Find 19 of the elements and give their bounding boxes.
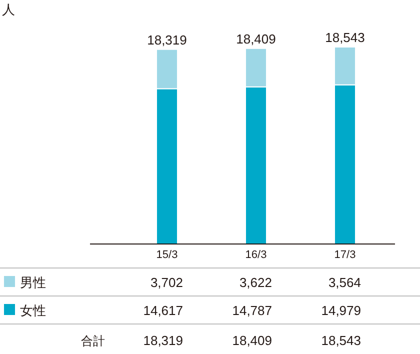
x-tick-label: 17/3 [334, 249, 356, 261]
x-tick-label: 16/3 [245, 249, 267, 261]
data-label: 14,617 [143, 303, 183, 318]
legend-label: 女性 [20, 303, 46, 318]
total-label: 18,543 [325, 30, 365, 45]
text: 18,319 [143, 333, 183, 348]
text: 18,543 [321, 333, 361, 348]
text: 18,409 [232, 333, 272, 348]
data-label: 14,787 [232, 303, 272, 318]
total-label: 18,409 [236, 31, 276, 46]
data-label: 3,564 [328, 275, 361, 290]
data-label: 14,979 [321, 303, 361, 318]
text: 人 [2, 2, 15, 17]
legend-label: 男性 [20, 275, 46, 290]
total-label: 18,319 [147, 32, 187, 48]
text: 合計 [81, 334, 105, 348]
data-label: 3,622 [239, 275, 272, 290]
x-tick-label: 15/3 [156, 249, 178, 261]
data-label: 3,702 [150, 275, 183, 290]
